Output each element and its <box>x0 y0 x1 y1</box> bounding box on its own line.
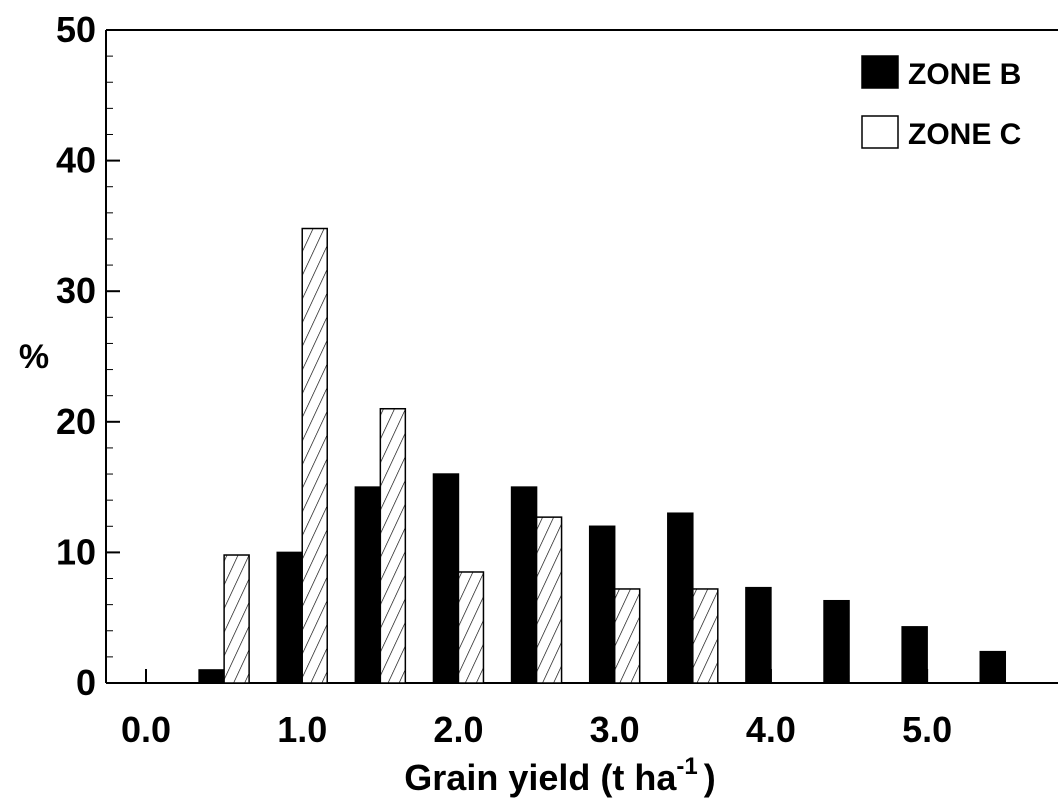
bar-zone-b <box>823 599 850 684</box>
y-tick-label: 40 <box>56 140 96 181</box>
x-tick-label: 0.0 <box>121 709 171 750</box>
bar-zone-b <box>510 486 538 684</box>
bar-zone-b <box>667 512 694 684</box>
x-axis-label-main: Grain yield (t ha <box>404 757 677 798</box>
x-tick-label: 2.0 <box>433 709 483 750</box>
bar-zone-b <box>979 650 1007 684</box>
bar-zone-c <box>457 571 485 684</box>
x-axis-label-superscript: -1 <box>676 753 697 780</box>
y-tick-label: 0 <box>76 662 96 703</box>
bar-zone-c <box>535 516 563 684</box>
x-tick-label: 1.0 <box>277 709 327 750</box>
x-tick-label: 4.0 <box>746 709 796 750</box>
plot-frame <box>105 29 1058 684</box>
bar-zone-b <box>901 626 928 684</box>
legend-swatch-zone-b <box>861 55 899 89</box>
legend: ZONE B ZONE C <box>861 55 1021 151</box>
y-axis: 0 10 20 30 40 50 <box>56 9 120 703</box>
y-tick-label: 30 <box>56 270 96 311</box>
x-axis: 0.0 1.0 2.0 3.0 4.0 5.0 <box>121 669 1006 750</box>
bar-zone-c <box>692 588 719 684</box>
legend-swatch-zone-c <box>861 115 899 149</box>
x-tick-label: 5.0 <box>902 709 952 750</box>
y-tick-label: 10 <box>56 531 96 572</box>
y-tick-label: 50 <box>56 9 96 50</box>
x-axis-label: Grain yield (t ha-1) <box>404 753 715 798</box>
legend-label-zone-b: ZONE B <box>908 58 1021 91</box>
bar-zone-b <box>354 486 382 684</box>
bar-zone-c <box>301 227 328 684</box>
bar-zone-b <box>276 551 303 684</box>
bar-zone-b <box>745 586 772 684</box>
bar-zone-b <box>588 525 616 684</box>
bar-zone-c <box>379 407 407 684</box>
legend-label-zone-c: ZONE C <box>908 118 1021 151</box>
x-axis-label-close: ) <box>704 757 716 798</box>
bar-zone-c <box>223 554 250 684</box>
bar-zone-b <box>198 669 225 684</box>
bars <box>198 227 1007 684</box>
y-tick-label: 20 <box>56 401 96 442</box>
bar-zone-b <box>432 473 460 684</box>
bar-zone-c <box>613 588 641 684</box>
y-axis-label: % <box>19 338 49 376</box>
x-tick-label: 3.0 <box>590 709 640 750</box>
